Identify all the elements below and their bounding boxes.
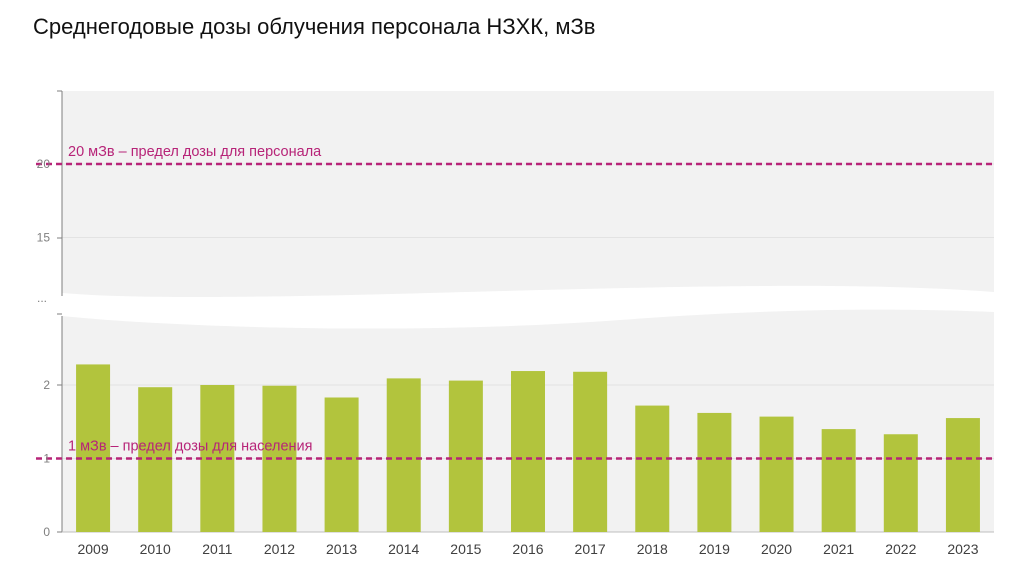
x-tick-label: 2014 [388,541,419,557]
bar-2017 [573,371,608,532]
axis-break-marker: ... [37,291,47,305]
y-tick-label: 2 [43,378,50,392]
y-tick-label: 20 [37,157,51,171]
bar-2016 [511,371,545,532]
chart-title: Среднегодовые дозы облучения персонала Н… [33,14,596,39]
reference-line-label: 20 мЗв – предел дозы для персонала [68,144,322,160]
y-tick-label: 0 [43,525,50,539]
x-tick-label: 2016 [512,541,543,557]
bar-2022 [883,434,918,532]
y-tick-label: 1 [43,452,50,466]
upper-panel [62,91,994,297]
bar-2015 [448,380,483,532]
bar-2021 [821,429,856,532]
x-tick-label: 2009 [77,541,108,557]
bar-2013 [324,397,359,532]
x-tick-label: 2013 [326,541,357,557]
reference-line-label: 1 мЗв – предел дозы для населения [68,439,313,455]
x-tick-label: 2011 [202,541,232,557]
bar-2014 [386,378,421,532]
x-tick-label: 2018 [637,541,668,557]
x-tick-label: 2022 [885,541,916,557]
x-tick-label: 2012 [264,541,295,557]
bar-2009 [76,364,111,532]
x-tick-label: 2019 [699,541,730,557]
x-tick-label: 2010 [140,541,171,557]
bar-2018 [635,405,670,532]
bar-2023 [945,418,980,532]
y-tick-label: 15 [37,231,51,245]
x-tick-label: 2023 [947,541,978,557]
x-tick-label: 2020 [761,541,792,557]
bar-2019 [697,412,732,532]
bar-2020 [759,416,794,532]
x-tick-label: 2015 [450,541,481,557]
x-tick-label: 2021 [823,541,854,557]
x-tick-label: 2017 [575,541,606,557]
